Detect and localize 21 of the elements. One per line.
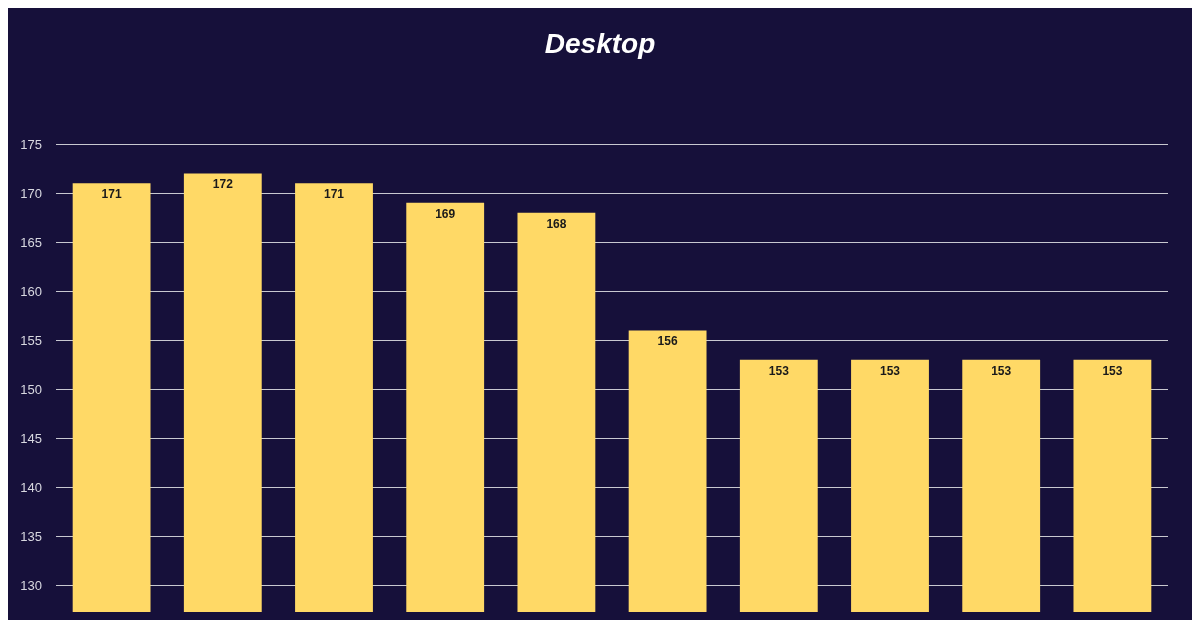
data-label: 153 [991,363,1012,378]
y-tick-label: 155 [20,332,42,348]
y-tick-label: 165 [20,234,42,250]
data-label: 171 [323,187,345,202]
data-label: 153 [1102,363,1123,378]
y-tick-label: 130 [20,578,42,594]
y-tick-label: 170 [20,185,42,201]
y-tick-label: 145 [20,430,42,446]
y-tick-label: 150 [20,381,42,397]
data-label: 153 [879,363,901,378]
data-label: 171 [101,187,122,202]
y-tick-label: 135 [20,528,42,544]
y-tick-label: 160 [20,283,42,299]
y-tick-label: 140 [20,479,42,495]
chart-title: Desktop [544,27,656,59]
data-label: 172 [212,177,234,192]
data-label: 168 [546,216,567,231]
y-tick-label: 175 [20,136,42,152]
data-label: 156 [657,334,678,349]
data-label: 153 [768,363,790,378]
data-label: 169 [435,206,456,221]
